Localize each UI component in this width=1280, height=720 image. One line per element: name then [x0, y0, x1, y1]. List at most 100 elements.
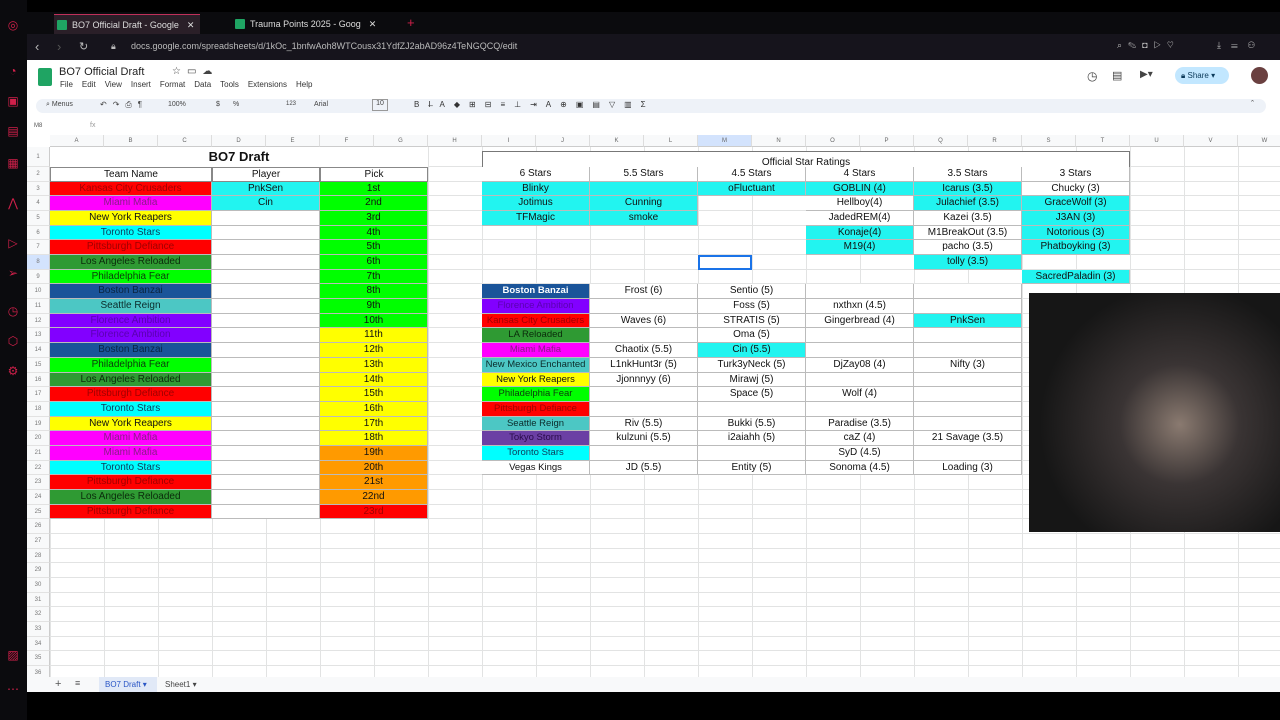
row-header[interactable]: 13: [27, 328, 50, 344]
column-header[interactable]: E: [266, 135, 320, 147]
pick-cell[interactable]: 21st: [320, 475, 428, 490]
avatar[interactable]: [1251, 67, 1268, 84]
roster-team-cell[interactable]: Boston Banzai: [482, 284, 590, 300]
header-team-name[interactable]: Team Name: [50, 167, 212, 182]
player-cell[interactable]: [212, 475, 320, 490]
column-header[interactable]: W: [1238, 135, 1280, 147]
arrow-icon[interactable]: ⋀: [8, 196, 18, 210]
url-field[interactable]: docs.google.com/spreadsheets/d/1kOc_1bnf…: [131, 41, 518, 51]
pick-cell[interactable]: 16th: [320, 401, 428, 417]
star-folder-cloud-icon[interactable]: ☆▭☁: [172, 66, 219, 77]
pick-cell[interactable]: 23rd: [320, 504, 428, 520]
close-tab-icon[interactable]: ✕: [186, 19, 195, 30]
doc-title[interactable]: BO7 Official Draft: [59, 66, 145, 78]
roster-player-cell[interactable]: [590, 445, 698, 461]
team-name-cell[interactable]: Boston Banzai: [50, 343, 212, 358]
player-cell[interactable]: PnkSen: [212, 181, 320, 197]
roster-player-cell[interactable]: [590, 299, 698, 314]
all-sheets-icon[interactable]: ≡: [75, 678, 81, 688]
rated-player-cell[interactable]: Blinky: [482, 181, 590, 197]
pick-cell[interactable]: 5th: [320, 240, 428, 256]
roster-player-cell[interactable]: Nifty (3): [914, 357, 1022, 373]
roster-player-cell[interactable]: [806, 284, 914, 300]
column-header[interactable]: G: [374, 135, 428, 147]
pick-cell[interactable]: 12th: [320, 343, 428, 358]
player-cell[interactable]: [212, 460, 320, 476]
tier-header[interactable]: 4 Stars: [806, 167, 914, 182]
meet-icon[interactable]: ▶▾: [1140, 69, 1153, 80]
row-header[interactable]: 12: [27, 313, 50, 329]
player-cell[interactable]: [212, 401, 320, 417]
row-header[interactable]: 9: [27, 269, 50, 285]
font-select[interactable]: Arial: [314, 101, 329, 108]
player-cell[interactable]: [212, 489, 320, 505]
row-header[interactable]: 36: [27, 666, 50, 677]
row-header[interactable]: 32: [27, 607, 50, 623]
rated-player-cell[interactable]: GraceWolf (3): [1022, 196, 1130, 212]
rated-player-cell[interactable]: oFluctuant: [698, 181, 806, 197]
percent-button[interactable]: %: [233, 101, 240, 108]
row-header[interactable]: 15: [27, 357, 50, 373]
pick-cell[interactable]: 6th: [320, 255, 428, 270]
rated-player-cell[interactable]: [590, 181, 698, 197]
roster-player-cell[interactable]: Waves (6): [590, 313, 698, 329]
row-header[interactable]: 2: [27, 167, 50, 182]
row-header[interactable]: 20: [27, 431, 50, 446]
browser-tools-icon[interactable]: ⌕✎◘▷♡: [1117, 40, 1180, 50]
roster-team-cell[interactable]: New York Reapers: [482, 372, 590, 388]
selected-cell[interactable]: [698, 255, 752, 270]
menu-view[interactable]: View: [104, 80, 122, 89]
pick-cell[interactable]: 22nd: [320, 489, 428, 505]
roster-player-cell[interactable]: Turk3yNeck (5): [698, 357, 806, 373]
column-header[interactable]: A: [50, 135, 104, 147]
close-tab-icon[interactable]: ✕: [368, 19, 377, 29]
menus-search[interactable]: Menus: [51, 101, 73, 108]
roster-player-cell[interactable]: STRATIS (5): [698, 313, 806, 329]
player-cell[interactable]: [212, 328, 320, 344]
roster-player-cell[interactable]: Sonoma (4.5): [806, 460, 914, 476]
tier-header[interactable]: 3.5 Stars: [914, 167, 1022, 182]
send-icon[interactable]: ➢: [7, 266, 19, 280]
menu-file[interactable]: File: [60, 80, 73, 89]
history-icon[interactable]: ◷: [7, 304, 19, 318]
team-name-cell[interactable]: Pittsburgh Defiance: [50, 240, 212, 256]
roster-player-cell[interactable]: SyD (4.5): [806, 445, 914, 461]
pick-cell[interactable]: 2nd: [320, 196, 428, 212]
player-cell[interactable]: [212, 504, 320, 520]
menu-tools[interactable]: Tools: [220, 80, 239, 89]
roster-player-cell[interactable]: Chaotix (5.5): [590, 343, 698, 358]
download-menu-icon[interactable]: ⤓☰⚇: [1217, 40, 1265, 50]
back-icon[interactable]: ‹: [35, 39, 40, 54]
row-header[interactable]: 18: [27, 401, 50, 417]
roster-player-cell[interactable]: [914, 343, 1022, 358]
menu-data[interactable]: Data: [194, 80, 212, 89]
team-name-cell[interactable]: New York Reapers: [50, 416, 212, 432]
player-cell[interactable]: [212, 372, 320, 388]
roster-team-cell[interactable]: Florence Ambition: [482, 299, 590, 314]
roster-team-cell[interactable]: Pittsburgh Defiance: [482, 401, 590, 417]
tier-header[interactable]: 6 Stars: [482, 167, 590, 182]
rated-player-cell[interactable]: JadedREM(4): [806, 211, 914, 226]
menu-format[interactable]: Format: [159, 80, 186, 89]
font-size-input[interactable]: 10: [372, 99, 388, 111]
player-cell[interactable]: [212, 416, 320, 432]
roster-player-cell[interactable]: [914, 401, 1022, 417]
roster-player-cell[interactable]: [806, 328, 914, 344]
row-header[interactable]: 11: [27, 299, 50, 314]
roster-team-cell[interactable]: New Mexico Enchanted: [482, 357, 590, 373]
roster-player-cell[interactable]: Bukki (5.5): [698, 416, 806, 432]
row-header[interactable]: 26: [27, 519, 50, 534]
roster-player-cell[interactable]: Loading (3): [914, 460, 1022, 476]
pick-cell[interactable]: 15th: [320, 387, 428, 402]
roster-player-cell[interactable]: Paradise (3.5): [806, 416, 914, 432]
roster-player-cell[interactable]: JD (5.5): [590, 460, 698, 476]
rated-player-cell[interactable]: Phatboyking (3): [1022, 240, 1130, 256]
row-header[interactable]: 1: [27, 147, 50, 167]
column-header[interactable]: L: [644, 135, 698, 147]
team-name-cell[interactable]: Los Angeles Reloaded: [50, 255, 212, 270]
column-header[interactable]: P: [860, 135, 914, 147]
row-header[interactable]: 34: [27, 636, 50, 652]
column-header[interactable]: R: [968, 135, 1022, 147]
menu-insert[interactable]: Insert: [130, 80, 151, 89]
roster-player-cell[interactable]: Sentio (5): [698, 284, 806, 300]
